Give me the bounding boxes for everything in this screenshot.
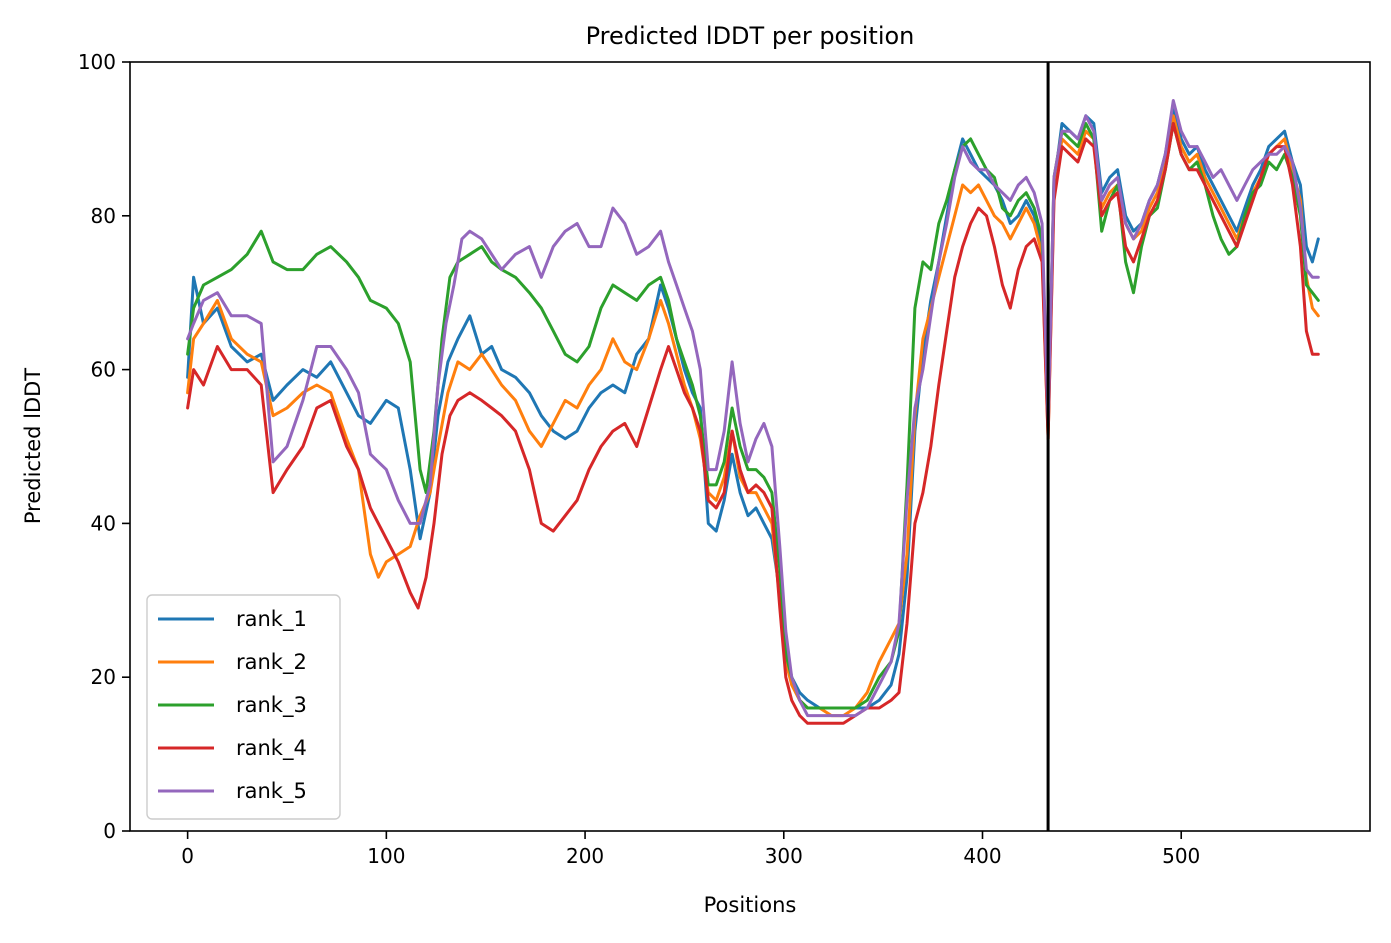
series-line-rank-5 [186,99,1320,718]
y-axis-label: Predicted lDDT [21,368,45,524]
series-line-rank-4 [186,122,1320,725]
y-axis-ticks: 0 20 40 60 80 100 [78,50,130,843]
legend-label-rank-4: rank_4 [236,736,307,761]
plot-frame [129,61,1371,832]
y-tick-label: 100 [78,50,116,74]
series-line-rank-1 [186,106,1320,710]
y-tick-label: 0 [103,819,116,843]
y-tick-label: 20 [91,665,116,689]
x-tick-label: 100 [367,844,405,868]
x-tick-label: 400 [963,844,1001,868]
x-axis-ticks: 0 100 200 300 400 500 [181,831,1200,868]
legend-label-rank-1: rank_1 [236,607,307,632]
chart-title: Predicted lDDT per position [586,22,915,50]
series-layer [186,62,1320,831]
legend-label-rank-3: rank_3 [236,693,307,718]
x-tick-label: 200 [566,844,604,868]
x-tick-label: 300 [765,844,803,868]
legend-box [146,594,341,820]
legend-label-rank-5: rank_5 [236,779,307,804]
x-tick-label: 500 [1162,844,1200,868]
x-axis-label: Positions [704,893,797,917]
legend-label-rank-2: rank_2 [236,650,307,675]
y-tick-label: 80 [91,204,116,228]
y-tick-label: 60 [91,358,116,382]
legend: rank_1 rank_2 rank_3 rank_4 rank_5 [146,594,341,820]
y-tick-label: 40 [91,511,116,535]
x-tick-label: 0 [181,844,194,868]
